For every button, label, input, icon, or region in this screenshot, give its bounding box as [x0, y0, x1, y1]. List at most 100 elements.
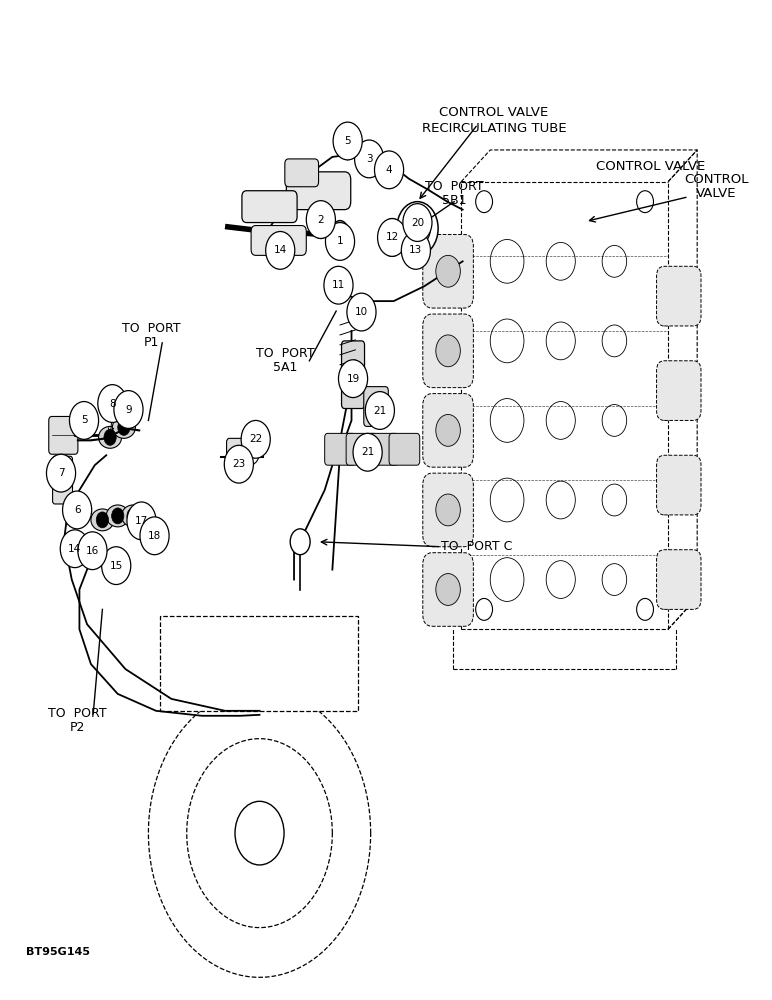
Text: 5B1: 5B1 [442, 194, 466, 207]
Text: 10: 10 [355, 307, 368, 317]
Circle shape [436, 255, 460, 287]
Circle shape [96, 512, 109, 528]
Text: P1: P1 [144, 336, 159, 349]
Circle shape [637, 191, 653, 213]
Text: TO  PORT: TO PORT [122, 322, 181, 335]
Circle shape [353, 433, 382, 471]
Circle shape [78, 532, 107, 570]
FancyBboxPatch shape [367, 433, 398, 465]
Text: TO  PORT: TO PORT [425, 180, 483, 193]
Circle shape [436, 574, 460, 605]
FancyBboxPatch shape [389, 433, 420, 465]
Text: BT95G145: BT95G145 [25, 947, 90, 957]
Circle shape [405, 212, 431, 245]
Circle shape [266, 232, 295, 269]
FancyBboxPatch shape [49, 416, 78, 454]
FancyBboxPatch shape [341, 341, 364, 409]
Circle shape [476, 191, 493, 213]
Text: 5: 5 [81, 415, 87, 425]
Circle shape [140, 517, 169, 555]
FancyBboxPatch shape [364, 387, 388, 426]
Text: 7: 7 [58, 468, 64, 478]
FancyBboxPatch shape [423, 553, 473, 626]
Text: 14: 14 [273, 245, 287, 255]
Text: 3: 3 [366, 154, 372, 164]
Ellipse shape [107, 505, 129, 527]
Circle shape [326, 223, 354, 260]
Circle shape [637, 598, 653, 620]
Ellipse shape [353, 306, 370, 322]
Circle shape [313, 212, 329, 232]
Circle shape [333, 122, 362, 160]
FancyBboxPatch shape [423, 394, 473, 467]
Circle shape [69, 402, 99, 439]
Text: 4: 4 [386, 165, 392, 175]
Text: 21: 21 [373, 406, 387, 416]
Circle shape [127, 508, 139, 524]
Circle shape [235, 801, 284, 865]
FancyBboxPatch shape [656, 361, 701, 420]
Text: 23: 23 [232, 459, 245, 469]
Text: VALVE: VALVE [696, 187, 736, 200]
Circle shape [127, 502, 156, 540]
Text: 8: 8 [109, 399, 116, 409]
Ellipse shape [91, 509, 114, 531]
Text: 21: 21 [361, 447, 374, 457]
Circle shape [436, 335, 460, 367]
Circle shape [397, 202, 438, 255]
Circle shape [63, 491, 92, 529]
Circle shape [401, 232, 431, 269]
Circle shape [436, 414, 460, 446]
Circle shape [347, 293, 376, 331]
Ellipse shape [381, 219, 404, 256]
Text: CONTROL VALVE: CONTROL VALVE [439, 106, 549, 119]
Text: 17: 17 [135, 516, 148, 526]
Circle shape [306, 201, 335, 238]
Circle shape [333, 228, 347, 247]
FancyBboxPatch shape [285, 159, 319, 187]
Text: 5A1: 5A1 [273, 361, 297, 374]
Circle shape [225, 445, 253, 483]
FancyBboxPatch shape [656, 266, 701, 326]
FancyBboxPatch shape [346, 433, 377, 465]
Text: 1: 1 [337, 236, 344, 246]
Ellipse shape [360, 153, 378, 171]
Circle shape [476, 598, 493, 620]
Circle shape [239, 439, 259, 465]
Circle shape [403, 204, 432, 241]
FancyBboxPatch shape [325, 433, 355, 465]
Text: TO  PORT: TO PORT [256, 347, 314, 360]
Text: 12: 12 [385, 232, 399, 242]
Text: 18: 18 [148, 531, 161, 541]
FancyBboxPatch shape [423, 314, 473, 388]
FancyBboxPatch shape [286, 172, 350, 210]
Ellipse shape [121, 505, 144, 527]
Ellipse shape [330, 221, 350, 254]
Text: 22: 22 [249, 434, 262, 444]
Text: RECIRCULATING TUBE: RECIRCULATING TUBE [422, 122, 567, 135]
Circle shape [102, 547, 130, 585]
Circle shape [114, 391, 143, 428]
Text: P2: P2 [69, 721, 85, 734]
Text: CONTROL VALVE: CONTROL VALVE [596, 160, 705, 173]
FancyBboxPatch shape [242, 191, 297, 223]
Text: 20: 20 [411, 218, 424, 228]
FancyBboxPatch shape [656, 550, 701, 609]
Circle shape [241, 420, 270, 458]
Circle shape [436, 494, 460, 526]
Text: 14: 14 [68, 544, 82, 554]
Circle shape [112, 508, 124, 524]
Text: CONTROL: CONTROL [684, 173, 749, 186]
Text: 11: 11 [332, 280, 345, 290]
FancyBboxPatch shape [251, 226, 306, 255]
Text: 16: 16 [86, 546, 99, 556]
Circle shape [365, 392, 394, 429]
Circle shape [338, 360, 367, 398]
Text: TO  PORT C: TO PORT C [441, 540, 513, 553]
FancyBboxPatch shape [52, 456, 73, 504]
Text: 5: 5 [344, 136, 351, 146]
Circle shape [378, 219, 407, 256]
Ellipse shape [113, 416, 135, 438]
FancyBboxPatch shape [226, 438, 246, 476]
Circle shape [324, 266, 353, 304]
